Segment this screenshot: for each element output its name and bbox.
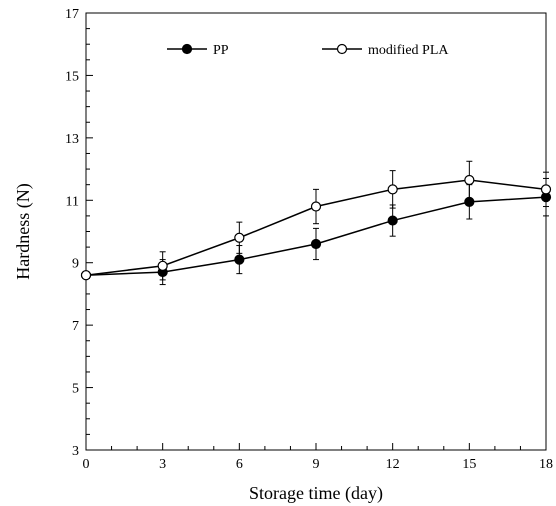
legend-label: PP <box>213 43 229 58</box>
data-point <box>234 232 245 243</box>
x-tick-label: 6 <box>236 457 243 472</box>
legend-item: PP <box>167 43 229 58</box>
x-tick-label: 9 <box>313 457 320 472</box>
x-tick-label: 12 <box>386 457 400 472</box>
legend: PP modified PLA <box>167 43 449 58</box>
y-tick-label: 17 <box>65 7 79 22</box>
y-tick-label: 13 <box>65 132 79 147</box>
data-point <box>540 184 552 195</box>
y-tick-label: 11 <box>66 194 79 209</box>
legend-marker <box>336 43 348 55</box>
data-point <box>464 174 475 186</box>
x-axis-title: Storage time (day) <box>249 483 383 504</box>
data-point <box>310 238 322 250</box>
y-tick-label: 7 <box>72 319 79 334</box>
data-point <box>310 201 322 212</box>
data-point <box>234 254 245 265</box>
y-tick-label: 15 <box>65 69 79 84</box>
legend-label: modified PLA <box>368 43 449 58</box>
x-tick-label: 18 <box>539 457 553 472</box>
legend-item: modified PLA <box>322 43 449 58</box>
x-tick-label: 15 <box>462 457 476 472</box>
data-point <box>387 215 398 226</box>
series-modified-pla <box>80 160 552 281</box>
data-point <box>80 270 92 281</box>
legend-marker <box>181 43 193 55</box>
y-axis-title: Hardness (N) <box>13 183 34 279</box>
x-tick-label: 0 <box>83 457 90 472</box>
y-tick-label: 3 <box>72 444 79 459</box>
data-point <box>157 260 168 271</box>
data-point <box>387 184 398 195</box>
y-tick-label: 5 <box>72 382 79 397</box>
x-tick-label: 3 <box>159 457 166 472</box>
y-tick-label: 9 <box>72 257 79 272</box>
